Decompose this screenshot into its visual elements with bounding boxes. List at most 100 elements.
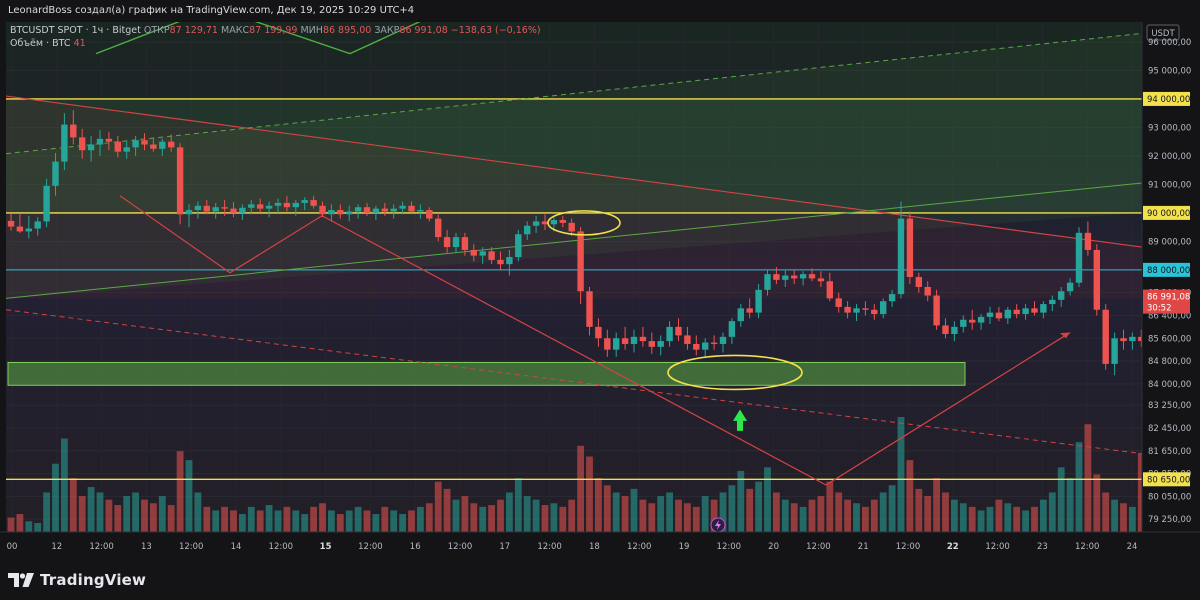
candle-body xyxy=(354,207,362,212)
bearish-projection-line xyxy=(321,215,827,486)
volume-bar xyxy=(319,503,326,532)
candle-body xyxy=(79,137,86,151)
volume-bar xyxy=(123,496,131,532)
candle-body xyxy=(43,185,50,222)
volume-bar xyxy=(550,503,558,532)
tradingview-logo-icon xyxy=(8,573,34,587)
volume-bar xyxy=(105,499,113,532)
volume-bar xyxy=(52,463,59,532)
last-price-label: 86 991,08 xyxy=(1147,293,1190,303)
candle-body xyxy=(292,202,299,208)
volume-bar xyxy=(292,510,300,532)
volume-bar xyxy=(657,496,665,532)
candle-body xyxy=(1102,309,1109,364)
candle-body xyxy=(470,249,477,256)
volume-bar xyxy=(16,514,24,532)
candle-body xyxy=(639,336,647,342)
volume-bar xyxy=(532,499,540,532)
price-tick-label: 95 000,00 xyxy=(1148,66,1191,76)
volume-bar xyxy=(1066,478,1074,532)
candle-body xyxy=(915,277,922,287)
volume-bar xyxy=(541,505,549,532)
volume-bar xyxy=(755,481,762,532)
candle-body xyxy=(194,205,202,211)
candle-body xyxy=(737,308,744,322)
time-tick-label: 12:00 xyxy=(717,542,742,552)
volume-bar xyxy=(870,499,878,532)
descending-lower-line xyxy=(5,309,1143,455)
candle-body xyxy=(1022,308,1029,315)
volume-bar xyxy=(167,505,175,532)
time-tick-label: 12:00 xyxy=(358,542,383,552)
candle-body xyxy=(34,221,41,229)
volume-bar xyxy=(684,503,691,532)
volume-bar xyxy=(799,506,807,532)
candle-body xyxy=(123,147,130,152)
volume-bar xyxy=(265,505,273,532)
candle-body xyxy=(577,231,584,292)
candle-body xyxy=(862,308,869,310)
time-tick-label: 12:00 xyxy=(806,542,831,552)
volume-bar xyxy=(1084,424,1092,532)
candle-countdown: 30:52 xyxy=(1147,304,1172,314)
volume-bar xyxy=(879,492,887,532)
volume-bar xyxy=(906,460,914,532)
time-tick-label: 12:00 xyxy=(985,542,1010,552)
currency-label[interactable]: USDT xyxy=(1151,29,1175,39)
candle-body xyxy=(791,275,798,279)
candle-body xyxy=(702,342,709,350)
level-price-tag xyxy=(1143,91,1190,106)
price-tick-label: 80 050,00 xyxy=(1148,492,1191,502)
time-tick-label: 12:00 xyxy=(179,542,204,552)
volume-bar xyxy=(586,456,593,532)
tradingview-logo[interactable]: TradingView xyxy=(8,569,146,591)
volume-bar xyxy=(790,503,798,532)
volume-bar xyxy=(1022,510,1029,532)
volume-bar xyxy=(96,492,104,532)
volume-bar xyxy=(434,481,442,532)
level-price-label: 90 000,00 xyxy=(1147,209,1190,219)
time-tick-label: 18 xyxy=(589,542,600,552)
volume-bar xyxy=(710,499,718,532)
volume-bar xyxy=(310,506,317,532)
volume-bar xyxy=(639,499,647,532)
candle-body xyxy=(666,326,673,342)
volume-bar xyxy=(1048,492,1056,532)
candle-body xyxy=(621,338,629,344)
volume-bar xyxy=(479,506,487,532)
volume-bar xyxy=(1137,452,1145,532)
symbol-label[interactable]: BTCUSDT SPOT · 1ч · Bitget xyxy=(10,25,141,36)
volume-bar xyxy=(87,487,95,532)
candle-body xyxy=(381,208,388,212)
volume-bar xyxy=(1031,506,1038,532)
candle-body xyxy=(986,312,994,317)
ascending-upper-line xyxy=(5,32,1143,155)
volume-bar xyxy=(621,496,629,532)
volume-bar xyxy=(78,496,86,532)
volume-bar xyxy=(559,506,567,532)
candle-body xyxy=(390,208,397,212)
volume-bar xyxy=(425,503,433,532)
currency-box[interactable] xyxy=(1146,24,1180,41)
volume-bar xyxy=(336,514,344,532)
open-label: ОТКР xyxy=(143,25,170,36)
demand-zone[interactable] xyxy=(7,361,966,386)
candle-body xyxy=(933,295,940,326)
volume-bar xyxy=(176,451,184,532)
candle-body xyxy=(1075,232,1083,283)
volume-label[interactable]: Объём · BTC xyxy=(10,38,71,49)
volume-bar xyxy=(69,478,77,532)
candle-body xyxy=(159,141,166,149)
time-tick-label: 12:00 xyxy=(627,542,652,552)
candle-body xyxy=(221,207,228,209)
candle-body xyxy=(301,200,308,203)
candle-body xyxy=(114,141,121,152)
candle-body xyxy=(604,338,611,350)
candle-body xyxy=(16,226,24,232)
candle-body xyxy=(176,147,184,215)
level-price-label: 88 000,00 xyxy=(1147,266,1190,276)
price-tick-label: 83 250,00 xyxy=(1148,401,1191,411)
close-label: ЗАКР xyxy=(374,25,400,36)
volume-bar xyxy=(675,499,682,532)
